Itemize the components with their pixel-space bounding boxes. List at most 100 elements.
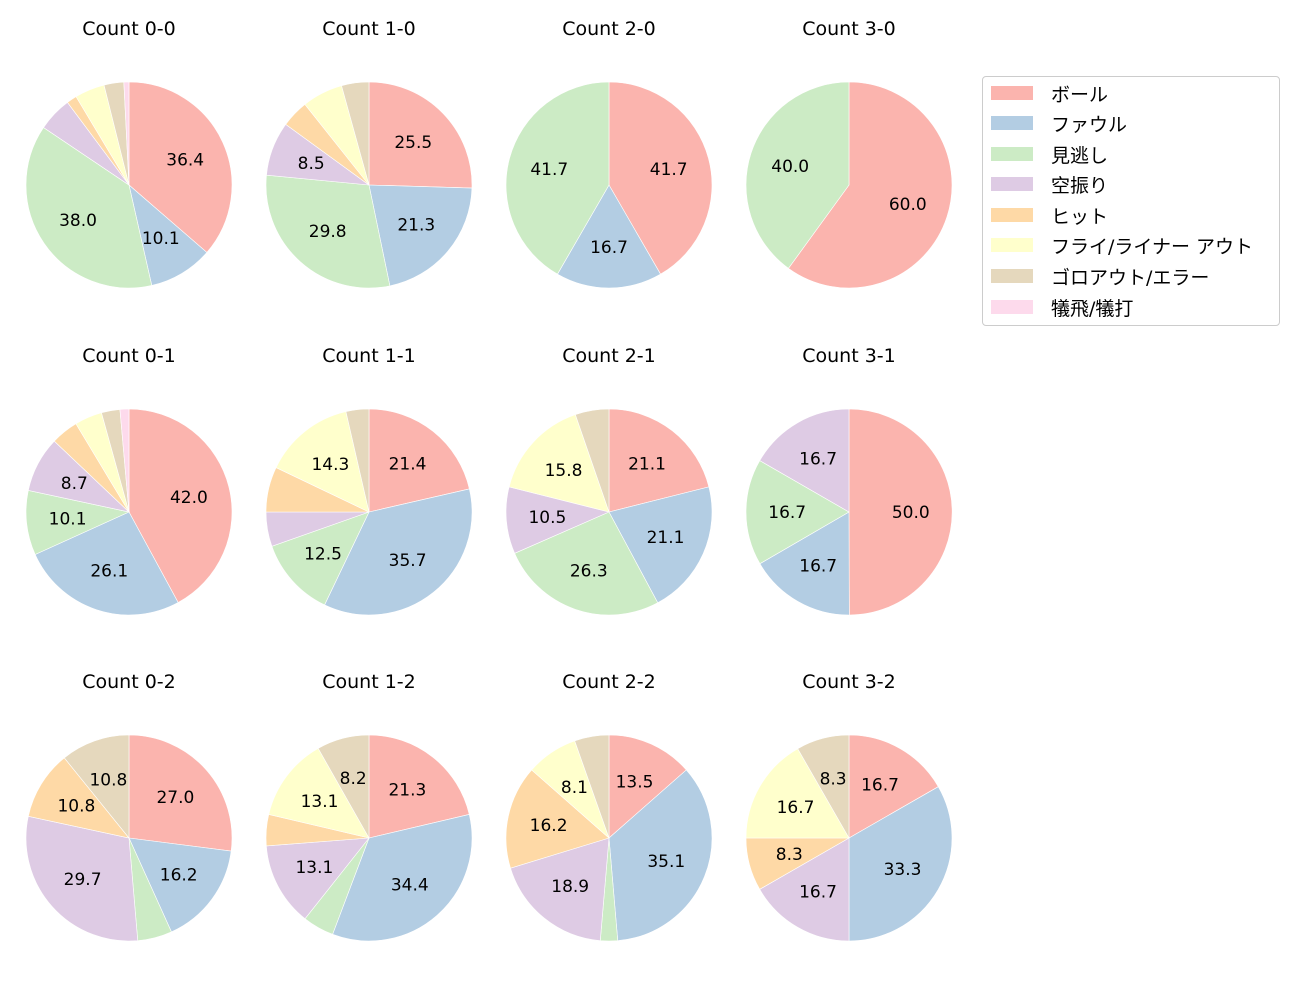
pie-slice-label: 35.1 (647, 852, 685, 872)
pie-slice (848, 408, 953, 616)
pie-slice (268, 747, 370, 839)
pie-chart: 21.4 35.7 12.5 14.3 (265, 408, 473, 616)
pie-slice (265, 174, 391, 289)
pie-chart: 36.4 10.1 38.0 (25, 81, 233, 289)
pie-slice-label: 16.2 (530, 816, 568, 836)
pie-slice-label: 13.5 (616, 773, 654, 793)
pie-slice-label: 13.1 (301, 792, 339, 812)
legend-swatch-called-strike (991, 147, 1033, 161)
pie-slice-label: 10.1 (142, 229, 180, 249)
pie-slice-label: 21.1 (647, 528, 685, 548)
legend-label: ファウル (1051, 113, 1128, 136)
pie-slice (128, 408, 233, 603)
pie-slice-label: 42.0 (170, 488, 208, 508)
pie-slice-label: 35.7 (389, 551, 427, 571)
pie-slice-label: 16.7 (799, 450, 837, 470)
pie-slice-label: 26.3 (570, 561, 608, 581)
pie-slice (345, 408, 370, 513)
pie-chart: 21.1 21.1 26.3 10.5 15.8 (505, 408, 713, 616)
legend-item-fly-liner-out: フライ/ライナー アウト (991, 233, 1254, 258)
pie-chart: 41.7 16.7 41.7 (505, 81, 713, 289)
legend-swatch-ball (991, 86, 1033, 100)
pie-slice (505, 81, 610, 275)
pie-slice (557, 184, 661, 289)
legend-label: ゴロアウト/エラー (1051, 266, 1210, 289)
pie-slice-label: 18.9 (551, 877, 589, 897)
pie-slice-label: 33.3 (884, 860, 922, 880)
pie-slice-label: 16.7 (861, 776, 899, 796)
pie-slice (265, 837, 370, 920)
pie-slice-label: 26.1 (90, 562, 128, 582)
pie-slice-label: 50.0 (892, 503, 930, 523)
pie-slice-label: 8.5 (298, 154, 325, 174)
pie-slice-label: 41.7 (530, 160, 568, 180)
pie-slice (317, 734, 370, 840)
legend-swatch-foul (991, 116, 1033, 130)
pie-slice (759, 837, 850, 942)
pie-title: Count 0-2 (82, 671, 176, 693)
legend-swatch-fly-liner-out (991, 238, 1033, 252)
pie-slice-label: 29.7 (64, 870, 102, 890)
pie-slice-label: 8.1 (561, 778, 588, 798)
pie-chart: 60.0 40.0 (745, 81, 953, 289)
legend-label: 空振り (1051, 174, 1109, 197)
pie-title: Count 2-0 (562, 18, 656, 40)
pie-slice-label: 16.7 (768, 503, 806, 523)
pie-title: Count 0-1 (82, 345, 176, 367)
pie-slice-label: 25.5 (394, 133, 432, 153)
pie-slice-label: 21.4 (389, 455, 427, 475)
pie-slice-label: 10.1 (49, 510, 87, 530)
pie-slice (368, 184, 473, 287)
pie-slice (608, 81, 713, 275)
pie-slice-label: 29.8 (309, 222, 347, 242)
pie-slice (574, 734, 610, 839)
legend-label: フライ/ライナー アウト (1051, 235, 1254, 258)
pie-slice (34, 511, 179, 616)
pie-slice-label: 10.8 (57, 797, 95, 817)
legend: ボール ファウル 見逃し 空振り ヒット フライ/ライナー アウト ゴロアウト/… (982, 76, 1280, 326)
pie-slice (608, 734, 687, 839)
pie-title: Count 3-1 (802, 345, 896, 367)
legend-label: 見逃し (1051, 144, 1109, 167)
legend-label: ボール (1051, 83, 1109, 106)
pie-title: Count 3-2 (802, 671, 896, 693)
pie-slice-label: 21.3 (397, 216, 435, 236)
pie-slice (508, 414, 610, 513)
legend-item-sacrifice: 犠飛/犠打 (991, 295, 1134, 320)
legend-item-swinging-strike: 空振り (991, 172, 1109, 197)
pie-slice-label: 16.7 (590, 238, 628, 258)
pie-chart: 13.5 35.1 18.9 16.2 8.1 (505, 734, 713, 942)
pie-slice (848, 734, 939, 839)
pie-slice (123, 81, 130, 186)
pie-slice (128, 81, 233, 253)
pie-slice-label: 60.0 (889, 195, 927, 215)
pie-title: Count 2-1 (562, 345, 656, 367)
pie-title: Count 2-2 (562, 671, 656, 693)
pie-slice-label: 12.5 (304, 544, 342, 564)
pie-slice (745, 81, 850, 269)
pie-slice (25, 815, 139, 942)
pie-slice-label: 8.2 (340, 769, 367, 789)
pie-slice (759, 408, 850, 513)
pie-slice (128, 837, 232, 933)
pie-slice (745, 748, 850, 839)
pie-slice (368, 81, 473, 189)
pie-slice-label: 41.7 (650, 160, 688, 180)
pie-slice-label: 16.7 (799, 557, 837, 577)
legend-label: 犠飛/犠打 (1051, 297, 1134, 320)
pie-slice-label: 16.7 (799, 883, 837, 903)
legend-item-ground-out-error: ゴロアウト/エラー (991, 264, 1210, 289)
pie-slice (271, 511, 370, 606)
pie-slice (119, 408, 130, 513)
pie-slice (574, 408, 610, 513)
pie-slice (510, 837, 610, 941)
pie-slice (368, 734, 470, 839)
pie-slice-label: 40.0 (771, 157, 809, 177)
pie-chart: 21.334.413.113.18.2 (265, 734, 473, 942)
pie-slice (63, 734, 130, 839)
pie-slice-label: 13.1 (295, 858, 333, 878)
pie-slice-label: 16.2 (160, 866, 198, 886)
pie-slice (505, 486, 610, 554)
legend-item-ball: ボール (991, 81, 1109, 106)
pie-slice (25, 127, 153, 289)
